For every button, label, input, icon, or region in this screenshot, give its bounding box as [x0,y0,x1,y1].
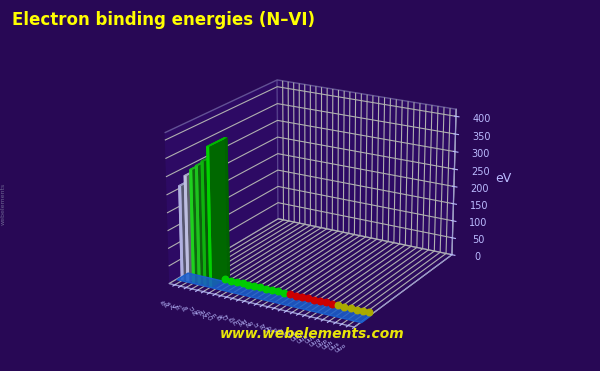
Text: www.webelements.com: www.webelements.com [220,327,404,341]
Text: Electron binding energies (N–VI): Electron binding energies (N–VI) [12,11,315,29]
Text: webelements: webelements [1,183,5,225]
